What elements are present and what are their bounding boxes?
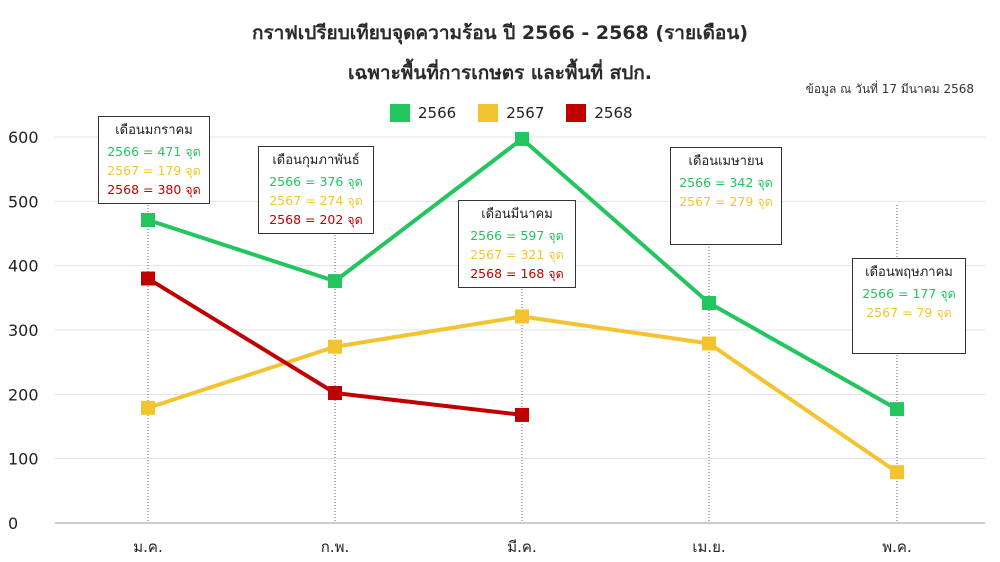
legend-swatch-2568 — [566, 104, 587, 122]
x-tick-label-2: มี.ค. — [507, 538, 536, 556]
callout-mar: เดือนมีนาคม 2566 = 597 จุด 2567 = 321 จุ… — [458, 200, 576, 288]
callout-may-title: เดือนพฤษภาคม — [865, 265, 953, 280]
callout-jan-2568: 2568 = 380 จุด — [107, 182, 201, 197]
point-2567-2 — [515, 309, 529, 324]
legend-label-2566: 2566 — [418, 104, 457, 122]
callout-mar-title: เดือนมีนาคม — [481, 207, 553, 222]
point-2567-1 — [328, 339, 342, 354]
point-2568-1 — [328, 386, 342, 401]
legend-item-2566: 2566 — [390, 104, 456, 122]
legend-item-2568: 2568 — [566, 104, 633, 122]
callout-may-2566: 2566 = 177 จุด — [862, 286, 956, 301]
legend-label-2568: 2568 — [594, 104, 633, 122]
callout-may: เดือนพฤษภาคม 2566 = 177 จุด 2567 = 79 จุ… — [852, 258, 966, 354]
point-2568-0 — [141, 271, 155, 286]
data-date-note: ข้อมูล ณ วันที่ 17 มีนาคม 2568 — [805, 82, 974, 96]
callout-feb: เดือนกุมภาพันธ์ 2566 = 376 จุด 2567 = 27… — [258, 146, 374, 234]
callout-feb-2568: 2568 = 202 จุด — [269, 212, 363, 227]
legend-swatch-2567 — [478, 104, 499, 122]
x-tick-label-4: พ.ค. — [882, 538, 911, 556]
y-tick-label-0: 0 — [8, 514, 18, 533]
chart-subtitle: เฉพาะพื้นที่การเกษตร และพื้นที่ สปก. — [347, 62, 653, 84]
callout-mar-2566: 2566 = 597 จุด — [470, 228, 564, 243]
legend-item-2567: 2567 — [478, 104, 544, 122]
x-tick-label-1: ก.พ. — [321, 538, 350, 556]
callout-apr-2566: 2566 = 342 จุด — [679, 175, 773, 190]
callout-may-2567: 2567 = 79 จุด — [866, 305, 952, 320]
callout-feb-2566: 2566 = 376 จุด — [269, 174, 363, 189]
y-tick-label-400: 400 — [8, 257, 39, 276]
y-tick-label-500: 500 — [8, 192, 39, 211]
callout-apr: เดือนเมษายน 2566 = 342 จุด 2567 = 279 จุ… — [670, 147, 782, 245]
legend: 2566 2567 2568 — [390, 104, 633, 122]
point-2566-4 — [890, 402, 904, 417]
point-2567-0 — [141, 400, 155, 415]
point-2567-3 — [702, 336, 716, 351]
point-2566-0 — [141, 212, 155, 227]
y-tick-label-300: 300 — [8, 321, 39, 340]
point-2566-1 — [328, 274, 342, 289]
chart-title: กราฟเปรียบเทียบจุดความร้อน ปี 2566 - 256… — [251, 22, 749, 44]
y-tick-label-200: 200 — [8, 385, 39, 404]
point-2567-4 — [890, 465, 904, 480]
callout-jan: เดือนมกราคม 2566 = 471 จุด 2567 = 179 จุ… — [98, 116, 210, 204]
callout-mar-2568: 2568 = 168 จุด — [470, 266, 564, 281]
legend-label-2567: 2567 — [506, 104, 545, 122]
callout-jan-title: เดือนมกราคม — [115, 123, 193, 138]
point-2568-2 — [515, 407, 529, 422]
x-tick-label-3: เม.ย. — [692, 538, 725, 556]
callout-mar-2567: 2567 = 321 จุด — [470, 247, 564, 262]
callout-feb-2567: 2567 = 274 จุด — [269, 193, 363, 208]
point-2566-2 — [515, 131, 529, 146]
callout-apr-title: เดือนเมษายน — [688, 154, 764, 169]
callout-feb-title: เดือนกุมภาพันธ์ — [272, 153, 360, 168]
point-2566-3 — [702, 295, 716, 310]
callout-apr-2567: 2567 = 279 จุด — [679, 194, 773, 209]
callout-jan-2567: 2567 = 179 จุด — [107, 163, 201, 178]
legend-swatch-2566 — [390, 104, 410, 122]
callout-jan-2566: 2566 = 471 จุด — [107, 144, 201, 159]
y-tick-label-100: 100 — [8, 450, 39, 469]
x-tick-label-0: ม.ค. — [133, 538, 162, 556]
y-tick-label-600: 600 — [8, 128, 39, 147]
